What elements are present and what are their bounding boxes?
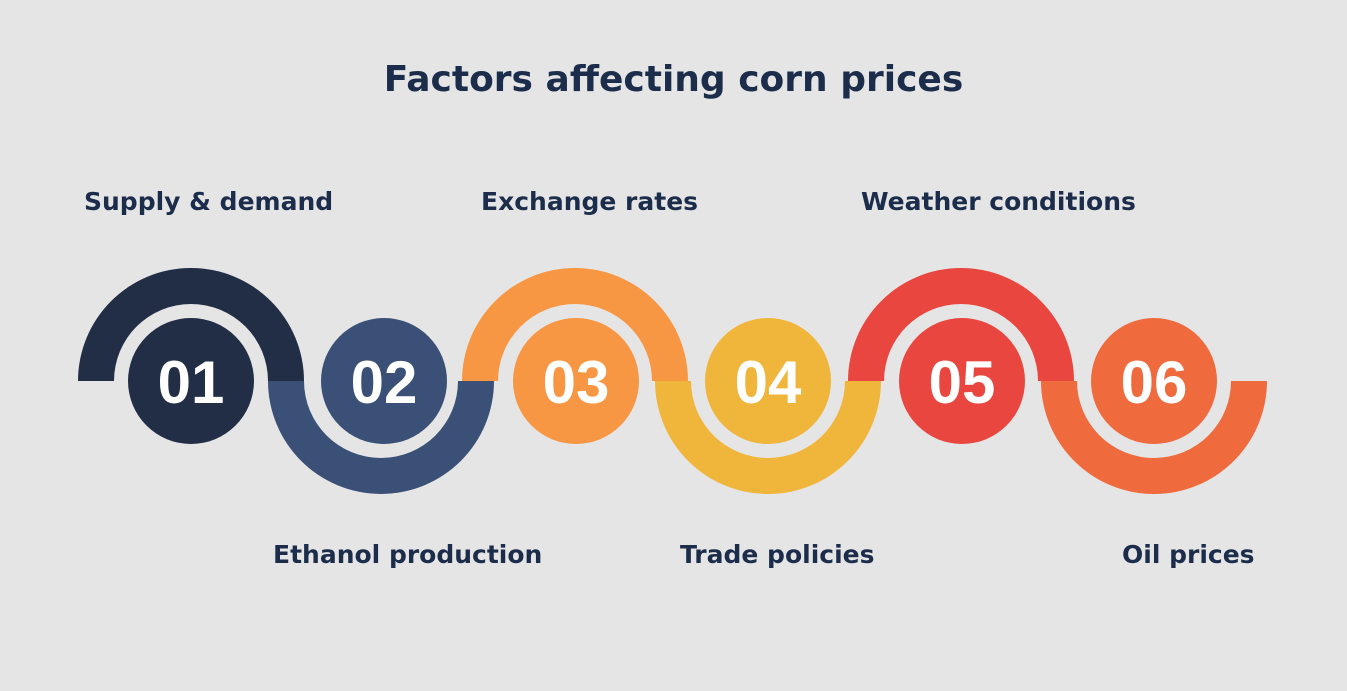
step-number-02: 02 (351, 349, 418, 416)
number-circle-05 (899, 318, 1025, 444)
arc-segment-04 (655, 381, 881, 494)
diagram-title: Factors affecting corn prices (383, 59, 964, 100)
step-number-04: 04 (735, 349, 802, 416)
arc-segment-06 (1041, 381, 1267, 494)
arc-segment-01 (78, 268, 304, 381)
factor-label-ethanol: Ethanol production (273, 540, 543, 569)
factor-label-oil-prices: Oil prices (1122, 540, 1255, 569)
step-number-03: 03 (543, 349, 610, 416)
arc-segment-03 (462, 268, 688, 381)
number-circle-04 (705, 318, 831, 444)
number-circle-03 (513, 318, 639, 444)
number-circle-01 (128, 318, 254, 444)
number-circle-06 (1091, 318, 1217, 444)
factor-label-trade-policies: Trade policies (680, 540, 875, 569)
arc-segment-02 (268, 381, 494, 494)
step-number-05: 05 (929, 349, 996, 416)
factor-label-exchange-rates: Exchange rates (481, 187, 699, 216)
step-number-01: 01 (158, 349, 225, 416)
factor-label-weather: Weather conditions (861, 187, 1136, 216)
arc-segment-05 (848, 268, 1074, 381)
factor-label-supply-demand: Supply & demand (84, 187, 334, 216)
step-number-06: 06 (1121, 349, 1188, 416)
number-circle-02 (321, 318, 447, 444)
